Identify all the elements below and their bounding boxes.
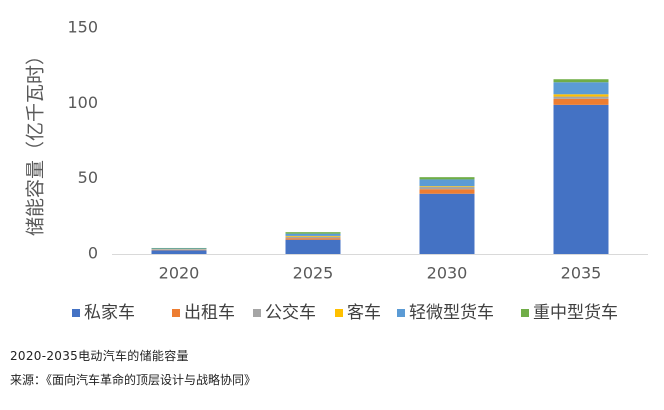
- y-axis-label: 储能容量（亿千瓦时）: [25, 46, 47, 236]
- legend-label-4: 轻微型货车: [409, 303, 494, 323]
- bar-2030-series-4: [419, 179, 475, 187]
- legend: 私家车 出租车 公交车 客车 轻微型货车 重中型货车: [72, 303, 618, 323]
- legend-label-3: 客车: [347, 303, 381, 323]
- bar-2030-series-3: [419, 186, 475, 187]
- y-axis-label-group: 储能容量（亿千瓦时）: [25, 46, 47, 236]
- y-tick-label-50: 50: [78, 168, 98, 187]
- bar-2025-series-0: [285, 239, 341, 254]
- bar-2035-series-1: [553, 98, 609, 105]
- bar-2035-series-4: [553, 82, 609, 95]
- x-tick-label-2030: 2030: [427, 264, 468, 283]
- legend-swatch-1: [172, 309, 180, 317]
- bar-2030-series-1: [419, 189, 475, 194]
- bar-2025-series-3: [285, 235, 341, 237]
- bar-2025-series-4: [285, 233, 341, 236]
- y-tick-label-150: 150: [67, 18, 98, 37]
- bars: [151, 79, 609, 254]
- y-tick-label-100: 100: [67, 93, 98, 112]
- bar-2030-series-2: [419, 186, 475, 190]
- x-axis-ticks: 2020 2025 2030 2035: [159, 264, 602, 283]
- legend-swatch-2: [253, 309, 261, 317]
- legend-label-2: 公交车: [265, 303, 316, 323]
- x-tick-label-2020: 2020: [159, 264, 200, 283]
- x-tick-label-2025: 2025: [293, 264, 334, 283]
- chart: 储能容量（亿千瓦时） 0 50 100 150 2020 2025 2030 2035 私家…: [25, 18, 648, 323]
- legend-swatch-4: [397, 309, 405, 317]
- chart-caption: 2020-2035电动汽车的储能容量: [10, 349, 189, 363]
- y-axis-ticks: 0 50 100 150: [67, 18, 98, 263]
- legend-label-0: 私家车: [84, 303, 135, 323]
- bar-2025-series-5: [285, 232, 341, 234]
- legend-swatch-0: [72, 309, 80, 317]
- y-tick-label-0: 0: [88, 244, 98, 263]
- chart-source: 来源：《面向汽车革命的顶层设计与战略协同》: [10, 373, 257, 387]
- bar-2035-series-5: [553, 79, 609, 83]
- bar-2035-series-2: [553, 96, 609, 99]
- bar-2020-series-4: [151, 248, 207, 250]
- bar-2035-series-3: [553, 94, 609, 97]
- bar-2030-series-5: [419, 177, 475, 180]
- x-tick-label-2035: 2035: [561, 264, 602, 283]
- legend-label-5: 重中型货车: [533, 303, 618, 323]
- bar-2035-series-0: [553, 104, 609, 254]
- legend-label-1: 出租车: [184, 303, 235, 323]
- bar-2025-series-1: [285, 238, 341, 240]
- legend-swatch-5: [521, 309, 529, 317]
- bar-2030-series-0: [419, 193, 475, 254]
- legend-swatch-3: [335, 309, 343, 317]
- bar-2025-series-2: [285, 236, 341, 239]
- bar-2020-series-0: [151, 250, 207, 254]
- stacked-bar-chart: 储能容量（亿千瓦时） 0 50 100 150 2020 2025 2030 2035 私家…: [25, 18, 648, 323]
